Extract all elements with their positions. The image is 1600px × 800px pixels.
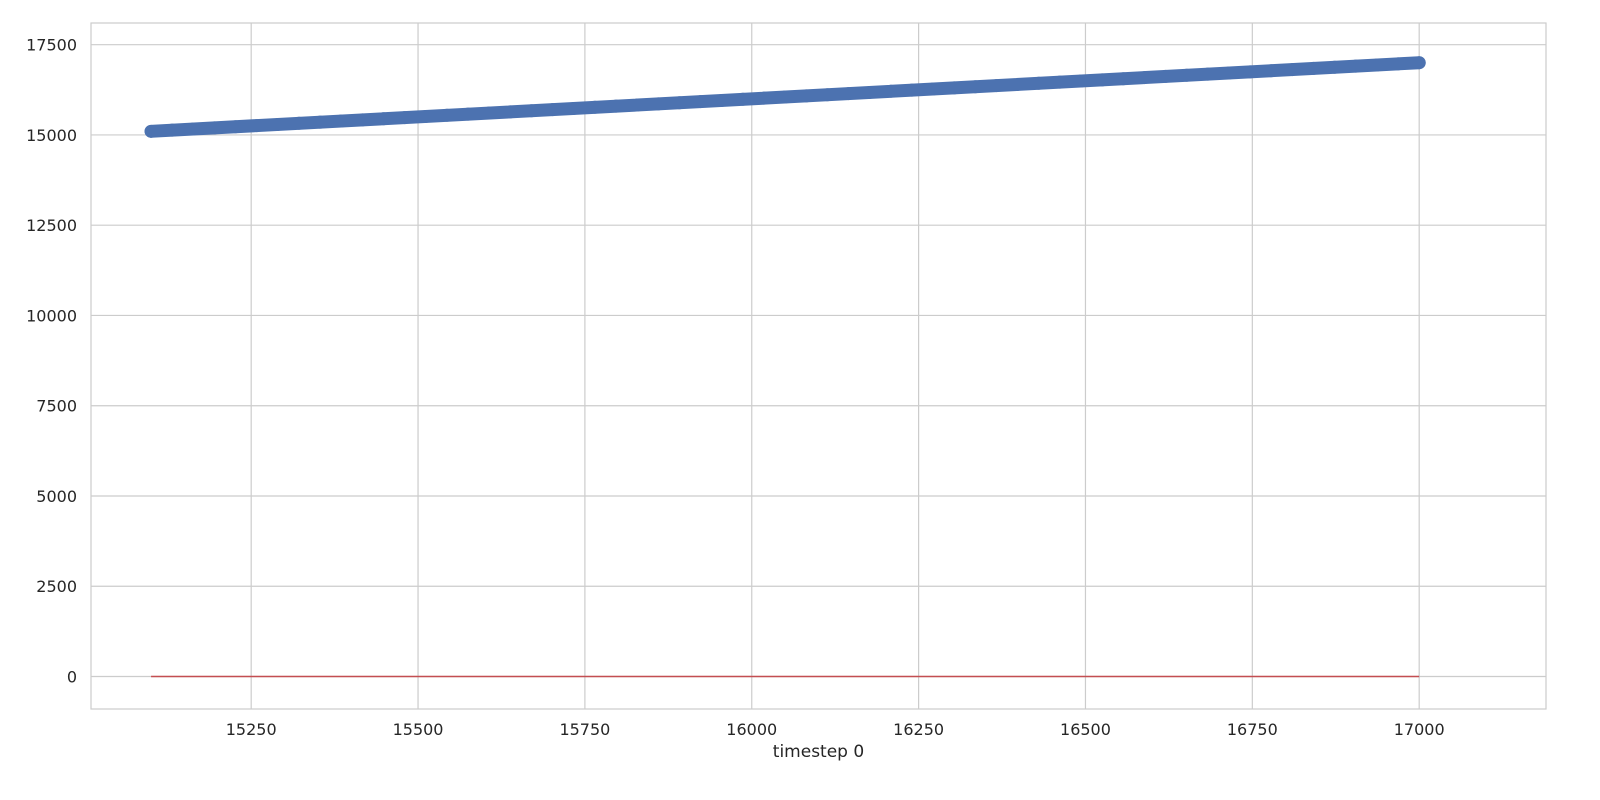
x-tick-label: 17000	[1394, 720, 1445, 739]
axes-frame	[90, 22, 1547, 710]
x-axis: 15250 15500 15750 16000 16250 16500 16750 17000	[226, 720, 1445, 739]
x-tick-label: 16250	[893, 720, 944, 739]
x-tick-label: 15500	[393, 720, 444, 739]
y-tick-label: 12500	[26, 216, 77, 235]
y-tick-label: 2500	[36, 577, 77, 596]
x-tick-label: 15250	[226, 720, 277, 739]
x-tick-label: 16500	[1060, 720, 1111, 739]
x-tick-label: 16000	[726, 720, 777, 739]
y-axis: 0 2500 5000 7500 10000 12500 15000 17500	[26, 36, 77, 687]
series-0-line	[144, 56, 1426, 138]
y-tick-label: 5000	[36, 487, 77, 506]
plot-area	[144, 56, 1426, 678]
x-tick-label: 16750	[1227, 720, 1278, 739]
y-tick-label: 10000	[26, 306, 77, 325]
y-tick-label: 15000	[26, 126, 77, 145]
y-tick-label: 0	[67, 668, 77, 687]
y-tick-label: 7500	[36, 397, 77, 416]
y-tick-label: 17500	[26, 36, 77, 55]
x-axis-label: timestep 0	[773, 742, 864, 762]
x-tick-label: 15750	[559, 720, 610, 739]
